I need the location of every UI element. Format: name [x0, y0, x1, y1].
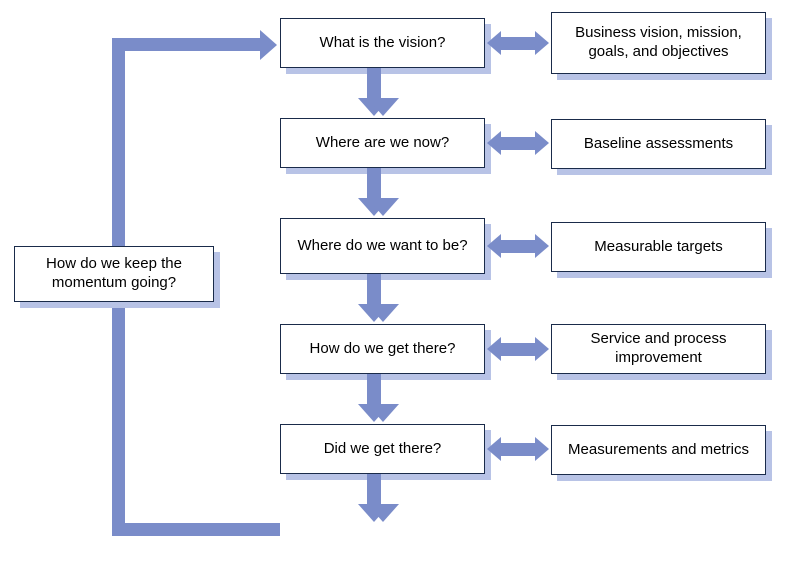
q4-box: How do we get there?: [280, 324, 485, 374]
arrow-h-5: [487, 437, 549, 461]
q4-label: How do we get there?: [310, 340, 456, 359]
arrow-h-3: [487, 234, 549, 258]
a4-box: Service and process improvement: [551, 324, 766, 374]
feedback-arrowhead: [260, 30, 277, 60]
q5-label: Did we get there?: [324, 440, 442, 459]
q5-box: Did we get there?: [280, 424, 485, 474]
arrow-down-4: [367, 374, 399, 422]
arrow-down-3: [367, 274, 399, 322]
feedback-line-top: [112, 38, 262, 51]
feedback-line-left-lower: [112, 302, 125, 536]
momentum-box: How do we keep the momentum going?: [14, 246, 214, 302]
arrow-down-5: [367, 474, 399, 522]
q1-box: What is the vision?: [280, 18, 485, 68]
a5-box: Measurements and metrics: [551, 425, 766, 475]
q1-label: What is the vision?: [320, 34, 446, 53]
feedback-line-left-upper: [112, 38, 125, 246]
q2-box: Where are we now?: [280, 118, 485, 168]
q3-box: Where do we want to be?: [280, 218, 485, 274]
a3-label: Measurable targets: [594, 238, 722, 257]
momentum-label: How do we keep the momentum going?: [25, 255, 203, 293]
feedback-line-bottom: [112, 523, 280, 536]
a1-box: Business vision, mission, goals, and obj…: [551, 12, 766, 74]
arrow-h-4: [487, 337, 549, 361]
arrow-h-1: [487, 31, 549, 55]
arrow-down-2: [367, 168, 399, 216]
a2-label: Baseline assessments: [584, 135, 733, 154]
arrow-h-2: [487, 131, 549, 155]
a2-box: Baseline assessments: [551, 119, 766, 169]
a1-label: Business vision, mission, goals, and obj…: [562, 24, 755, 62]
q3-label: Where do we want to be?: [297, 237, 467, 256]
a4-label: Service and process improvement: [562, 330, 755, 368]
q2-label: Where are we now?: [316, 134, 449, 153]
arrow-down-1: [367, 68, 399, 116]
a3-box: Measurable targets: [551, 222, 766, 272]
a5-label: Measurements and metrics: [568, 441, 749, 460]
